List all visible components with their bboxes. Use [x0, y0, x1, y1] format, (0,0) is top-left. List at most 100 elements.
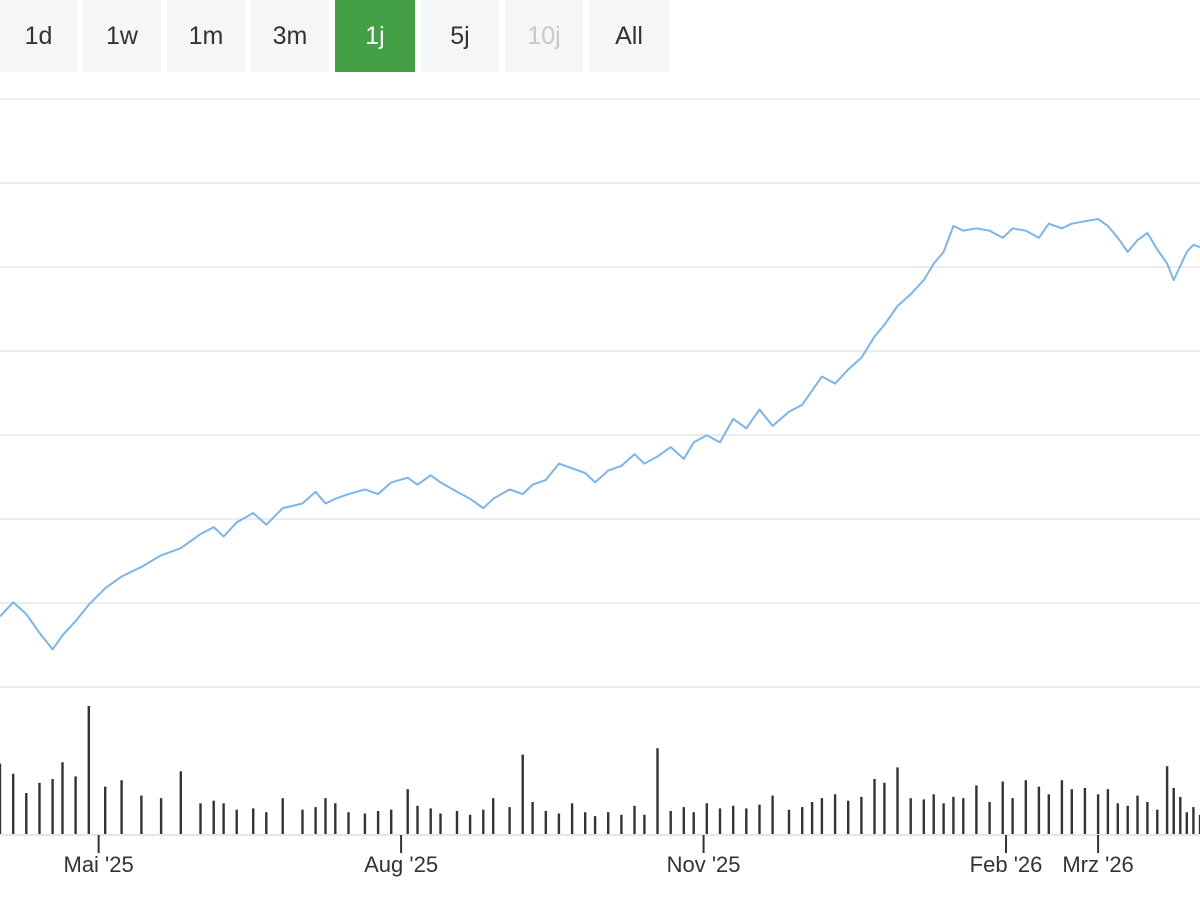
- volume-bar: [159, 798, 163, 834]
- volume-bar: [179, 771, 182, 834]
- volume-bars: [0, 706, 1200, 834]
- volume-bar: [620, 814, 623, 834]
- range-button-all[interactable]: All: [589, 0, 669, 72]
- volume-bar: [1136, 795, 1139, 834]
- volume-bar: [810, 802, 814, 834]
- x-tick-label: Mrz '26: [1062, 852, 1133, 877]
- volume-bar: [1011, 798, 1014, 834]
- volume-bar: [975, 785, 978, 834]
- volume-bar: [692, 812, 695, 834]
- volume-bar: [1047, 794, 1050, 834]
- volume-bar: [12, 773, 15, 834]
- volume-bar: [952, 796, 955, 834]
- x-tick-label: Mai '25: [64, 852, 134, 877]
- volume-bar: [801, 807, 804, 834]
- volume-bar: [390, 809, 393, 834]
- x-tick-label: Nov '25: [667, 852, 741, 877]
- volume-bar: [363, 813, 367, 834]
- range-button-1j[interactable]: 1j: [335, 0, 415, 72]
- volume-bar: [314, 807, 317, 834]
- volume-bar: [1024, 780, 1027, 834]
- volume-bar: [607, 812, 610, 834]
- volume-bar: [61, 762, 64, 834]
- volume-bar: [347, 812, 350, 834]
- volume-bar: [416, 805, 419, 834]
- volume-bar: [1198, 814, 1200, 834]
- volume-bar: [1096, 794, 1100, 834]
- price-grid: [0, 98, 1200, 688]
- volume-bar: [521, 754, 524, 834]
- volume-bar: [508, 807, 511, 834]
- volume-bar: [235, 809, 238, 834]
- volume-bar: [584, 812, 587, 834]
- volume-bar: [593, 816, 597, 834]
- volume-bar: [682, 807, 685, 834]
- volume-bar: [922, 799, 925, 834]
- volume-bar: [482, 809, 485, 834]
- range-button-3m[interactable]: 3m: [251, 0, 329, 72]
- volume-bar: [1156, 809, 1159, 834]
- volume-bar: [962, 798, 965, 834]
- volume-bar: [988, 802, 991, 834]
- x-tick-label: Feb '26: [970, 852, 1043, 877]
- volume-bar: [820, 798, 824, 834]
- volume-bar: [140, 795, 143, 834]
- volume-bar: [1126, 805, 1129, 834]
- volume-bar: [38, 782, 41, 834]
- volume-bar: [833, 794, 837, 834]
- volume-bar: [1185, 812, 1188, 834]
- volume-bar: [1037, 786, 1041, 834]
- volume-bar: [669, 811, 672, 834]
- volume-bar: [883, 782, 886, 834]
- volume-bar: [860, 796, 863, 834]
- volume-bar: [281, 798, 284, 834]
- volume-bar: [896, 767, 899, 834]
- volume-bar: [1179, 796, 1182, 834]
- volume-bar: [544, 811, 547, 834]
- volume-bar: [643, 814, 646, 834]
- range-button-1d[interactable]: 1d: [0, 0, 77, 72]
- x-tick-label: Aug '25: [364, 852, 438, 877]
- volume-bar: [1106, 789, 1110, 834]
- range-button-1w[interactable]: 1w: [83, 0, 161, 72]
- volume-bar: [771, 795, 774, 834]
- volume-bar: [0, 763, 2, 834]
- volume-bar: [1165, 766, 1169, 834]
- volume-bar: [334, 803, 337, 834]
- volume-bar: [1146, 802, 1149, 834]
- volume-bar: [265, 812, 268, 834]
- volume-bar: [468, 814, 472, 834]
- volume-bar: [1116, 803, 1119, 834]
- volume-bar: [745, 808, 748, 834]
- volume-bar: [74, 776, 77, 834]
- volume-bar: [1070, 789, 1073, 834]
- volume-bar: [847, 800, 850, 834]
- volume-bar: [732, 805, 735, 834]
- volume-bar: [406, 789, 409, 834]
- x-axis: Mai '25 Aug '25 Nov '25 Feb '26 Mrz '26: [64, 835, 1134, 877]
- volume-bar: [1083, 787, 1087, 834]
- volume-bar: [301, 809, 304, 834]
- volume-bar: [758, 804, 761, 834]
- range-selector: 1d 1w 1m 3m 1j 5j 10j All: [0, 0, 675, 72]
- volume-bar: [1172, 787, 1175, 834]
- volume-bar: [932, 794, 935, 834]
- volume-bar: [1192, 807, 1195, 834]
- volume-bar: [557, 813, 561, 834]
- volume-bar: [492, 798, 495, 834]
- volume-bar: [222, 803, 225, 834]
- volume-bar: [104, 786, 107, 834]
- stock-chart[interactable]: Mai '25 Aug '25 Nov '25 Feb '26 Mrz '26: [0, 80, 1200, 900]
- volume-bar: [787, 809, 791, 834]
- volume-bar: [120, 780, 123, 834]
- volume-bar: [570, 803, 574, 834]
- range-button-5j[interactable]: 5j: [421, 0, 499, 72]
- price-line-series[interactable]: [0, 218, 1200, 651]
- volume-bar: [1001, 781, 1004, 834]
- volume-bar: [909, 798, 912, 834]
- volume-bar: [656, 748, 659, 834]
- volume-bar: [429, 808, 432, 834]
- volume-bar: [51, 779, 54, 834]
- range-button-1m[interactable]: 1m: [167, 0, 245, 72]
- volume-bar: [1060, 780, 1064, 834]
